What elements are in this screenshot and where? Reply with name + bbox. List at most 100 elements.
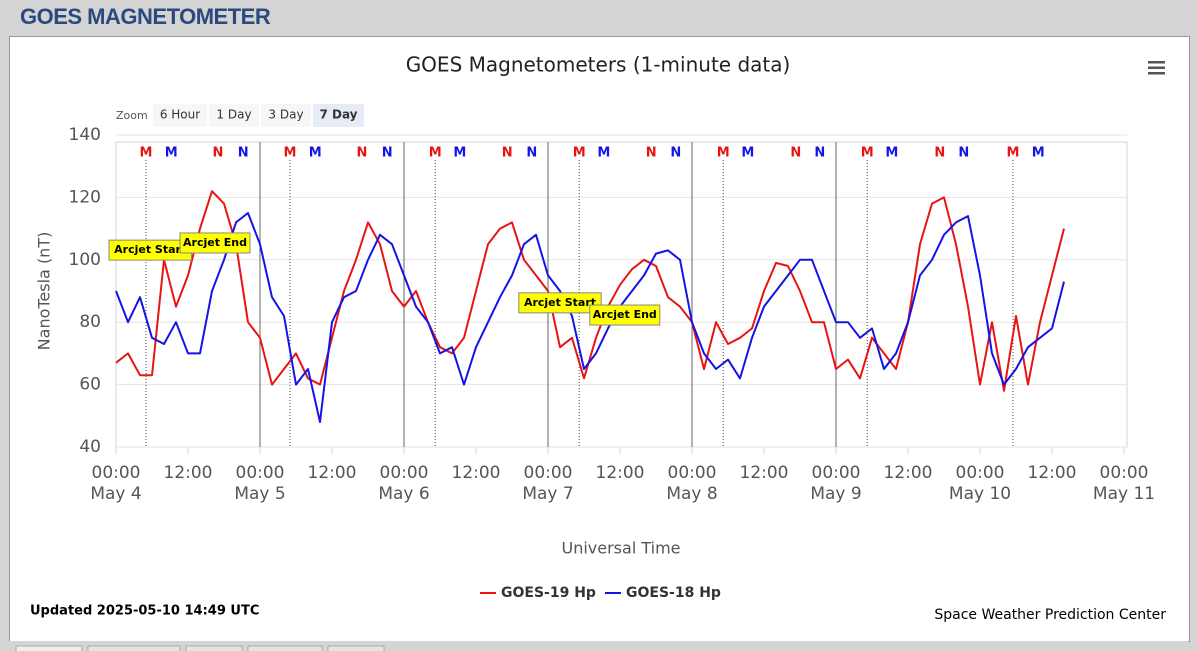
x-tick-time: 00:00 xyxy=(1100,463,1149,483)
legend-item[interactable]: GOES-18 Hp xyxy=(605,585,721,601)
x-axis-title: Universal Time xyxy=(561,539,680,558)
orbit-marker: N xyxy=(238,146,249,161)
annotation: Arcjet End xyxy=(179,232,251,254)
orbit-marker: M xyxy=(573,146,586,161)
credit: Space Weather Prediction Center xyxy=(934,607,1166,623)
x-tick-label: 00:00 May 6 xyxy=(378,463,429,504)
y-tick-label: 140 xyxy=(69,125,101,145)
tab[interactable] xyxy=(185,645,243,651)
annotation-text: Arcjet End xyxy=(593,308,657,321)
orbit-marker: N xyxy=(357,146,368,161)
x-tick-date: May 7 xyxy=(522,484,573,504)
x-tick-label: 00:00 May 11 xyxy=(1093,463,1155,504)
x-tick-label: 12:00 xyxy=(596,463,645,483)
x-tick-date: May 11 xyxy=(1093,484,1155,504)
page-title: GOES MAGNETOMETER xyxy=(20,4,271,29)
orbit-marker: M xyxy=(741,146,754,161)
x-tick-label: 00:00 May 8 xyxy=(666,463,717,504)
zoom-button-label: 6 Hour xyxy=(160,108,200,122)
orbit-marker: M xyxy=(885,146,898,161)
zoom-button-bg xyxy=(153,104,207,127)
zoom-button[interactable]: 7 Day xyxy=(313,104,364,127)
legend-label: GOES-18 Hp xyxy=(626,585,721,601)
orbit-marker: M xyxy=(284,146,297,161)
zoom-button-bg xyxy=(209,104,259,127)
bottom-strip xyxy=(9,641,1188,651)
x-tick-label: 00:00 May 9 xyxy=(810,463,861,504)
annotation: Arcjet Start xyxy=(518,292,602,314)
x-tick-date: May 9 xyxy=(810,484,861,504)
x-tick-label: 12:00 xyxy=(884,463,933,483)
orbit-marker: M xyxy=(1032,146,1045,161)
zoom-button[interactable]: 6 Hour xyxy=(153,104,207,127)
y-tick-label: 100 xyxy=(69,250,101,270)
annotation-box xyxy=(518,292,602,314)
x-tick-date: May 10 xyxy=(949,484,1011,504)
menu-bar xyxy=(1148,66,1165,69)
chart-panel xyxy=(9,36,1190,642)
annotation-text: Arcjet End xyxy=(183,236,247,249)
orbit-marker: M xyxy=(429,146,442,161)
annotation-text: Arcjet Start xyxy=(114,243,186,256)
x-tick-label: 00:00 May 5 xyxy=(234,463,285,504)
x-tick-time: 00:00 xyxy=(524,463,573,483)
series-line xyxy=(115,212,1065,423)
y-tick-label: 40 xyxy=(79,437,101,457)
tab[interactable] xyxy=(87,645,181,651)
menu-icon[interactable] xyxy=(1148,61,1165,75)
orbit-marker: N xyxy=(814,146,825,161)
updated-time: Updated 2025-05-10 14:49 UTC xyxy=(30,604,259,619)
zoom-button-label: 1 Day xyxy=(216,108,251,122)
orbit-marker: N xyxy=(670,146,681,161)
zoom-button-bg xyxy=(261,104,311,127)
x-tick-time: 00:00 xyxy=(812,463,861,483)
annotation-box xyxy=(589,304,661,326)
legend-item[interactable]: GOES-19 Hp xyxy=(480,585,596,601)
x-tick-label: 00:00 May 10 xyxy=(949,463,1011,504)
zoom-button[interactable]: 1 Day xyxy=(209,104,259,127)
orbit-marker: N xyxy=(790,146,801,161)
tab[interactable] xyxy=(327,645,385,651)
x-tick-time: 00:00 xyxy=(92,463,141,483)
orbit-marker: N xyxy=(958,146,969,161)
orbit-marker: M xyxy=(309,146,322,161)
x-tick-label: 00:00 May 4 xyxy=(90,463,141,504)
y-axis-title: NanoTesla (nT) xyxy=(35,232,54,351)
zoom-label: Zoom xyxy=(116,109,148,122)
menu-bar xyxy=(1148,61,1165,64)
plot-area xyxy=(115,141,1128,448)
orbit-marker: M xyxy=(717,146,730,161)
x-tick-time: 00:00 xyxy=(236,463,285,483)
menu-bar xyxy=(1148,72,1165,75)
orbit-marker: N xyxy=(502,146,513,161)
orbit-marker: M xyxy=(597,146,610,161)
annotation-box xyxy=(179,232,251,254)
chart-title: GOES Magnetometers (1-minute data) xyxy=(406,53,791,77)
orbit-marker: N xyxy=(213,146,224,161)
x-tick-label: 12:00 xyxy=(164,463,213,483)
zoom-button-label: 3 Day xyxy=(268,108,303,122)
x-tick-date: May 8 xyxy=(666,484,717,504)
legend-label: GOES-19 Hp xyxy=(501,585,596,601)
x-tick-date: May 6 xyxy=(378,484,429,504)
x-tick-date: May 4 xyxy=(90,484,141,504)
y-tick-label: 60 xyxy=(79,375,101,395)
x-tick-label: 12:00 xyxy=(1028,463,1077,483)
zoom-button[interactable]: 3 Day xyxy=(261,104,311,127)
orbit-marker: M xyxy=(861,146,874,161)
x-tick-time: 00:00 xyxy=(668,463,717,483)
orbit-marker: M xyxy=(140,146,153,161)
x-tick-time: 00:00 xyxy=(956,463,1005,483)
annotation-text: Arcjet Start xyxy=(524,296,596,309)
orbit-marker: N xyxy=(934,146,945,161)
orbit-marker: M xyxy=(165,146,178,161)
tab[interactable] xyxy=(15,645,83,651)
tab[interactable] xyxy=(247,645,323,651)
x-tick-label: 12:00 xyxy=(452,463,501,483)
orbit-marker: N xyxy=(526,146,537,161)
annotation: Arcjet End xyxy=(589,304,661,326)
orbit-marker: N xyxy=(382,146,393,161)
orbit-marker: M xyxy=(1007,146,1020,161)
